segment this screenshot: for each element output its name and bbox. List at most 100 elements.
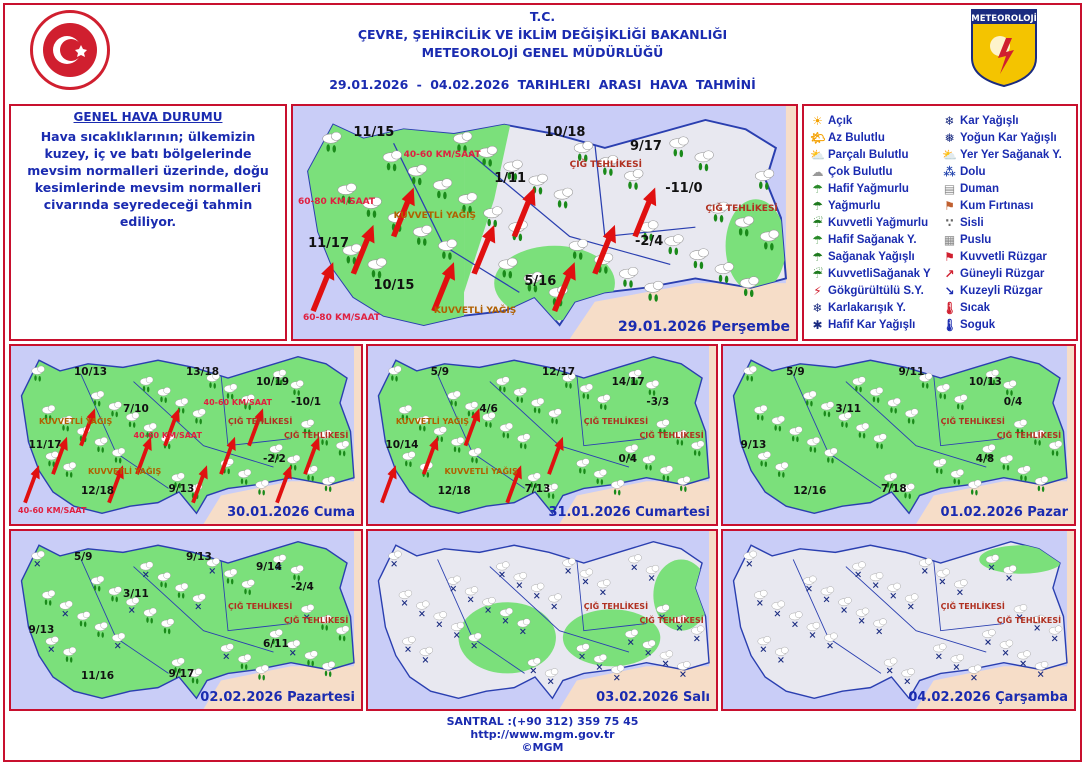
shower-icon: ☂ <box>812 249 823 264</box>
legend-item: ☀ Açık <box>810 112 938 129</box>
weather-cloud-icon <box>337 183 357 195</box>
warning-label: ÇIĞ TEHLİKESİ <box>639 431 704 441</box>
weather-cloud-icon <box>883 657 898 667</box>
legend-label: Yer Yer Sağanak Y. <box>960 148 1062 161</box>
rain-drops-icon <box>827 457 834 464</box>
rain-drops-icon <box>386 162 397 172</box>
snow-icon <box>547 678 554 685</box>
rain-drops-icon <box>659 428 666 435</box>
weather-cloud-icon <box>388 365 402 375</box>
partly-cloudy-icon: ⛅ <box>810 147 825 162</box>
snow-icon <box>631 564 638 571</box>
weather-cloud-icon <box>673 429 687 439</box>
weather-cloud-icon <box>757 451 771 461</box>
legend-label: Kum Fırtınası <box>960 199 1034 212</box>
temperature-label: -2/4 <box>635 234 664 250</box>
rain-drops-icon <box>453 446 461 453</box>
temperature-label: 9/17 <box>168 668 195 681</box>
weather-cloud-icon <box>62 646 77 656</box>
rain-drops-icon <box>643 232 653 242</box>
header-directorate: METEOROLOJİ GENEL MÜDÜRLÜĞÜ <box>421 45 664 60</box>
rain-drops-icon <box>97 446 104 453</box>
rain-drops-icon <box>487 218 497 228</box>
legend-label: KuvvetliSağanak Y <box>828 267 931 280</box>
south-wind-arrowhead <box>387 465 397 480</box>
rain-drops-icon <box>65 471 73 478</box>
rain-drops-icon <box>499 385 506 393</box>
rain-area <box>458 559 710 674</box>
rain-drops-icon <box>114 457 122 464</box>
legend-label: Sıcak <box>960 301 991 314</box>
weather-cloud-icon <box>803 390 817 400</box>
weather-cloud-icon <box>775 461 789 471</box>
header: T.C. ÇEVRE, ŞEHİRCİLİK VE İKLİM DEĞİŞİKL… <box>150 8 935 94</box>
rain-drops-icon <box>577 153 588 162</box>
neighbor-country <box>916 346 1074 524</box>
rain-drops-icon <box>307 659 314 667</box>
weather-cloud-icon <box>335 625 350 635</box>
weather-cloud-icon <box>1003 564 1017 574</box>
weather-cloud-icon <box>950 653 964 663</box>
rain-drops-icon <box>858 432 866 439</box>
footer-url[interactable]: http://www.mgm.gov.tr <box>470 728 615 741</box>
temperature-label: 11/16 <box>81 669 115 682</box>
legend-label: Sağanak Yağışlı <box>828 250 915 263</box>
warning-label: ÇIĞ TEHLİKESİ <box>996 431 1062 441</box>
snow-icon <box>209 568 216 574</box>
weather-cloud-icon <box>954 394 968 404</box>
weather-cloud-icon <box>450 436 465 446</box>
legend-label: Hafif Yağmurlu <box>828 182 909 195</box>
legend-item: ⁂ Dolu <box>942 163 1070 180</box>
weather-cloud-icon <box>206 557 220 567</box>
weather-cloud-icon <box>517 433 531 443</box>
rain-drops-icon <box>551 417 558 425</box>
snow-icon <box>855 571 861 578</box>
general-weather-title: GENEL HAVA DURUMU <box>73 110 223 124</box>
weather-cloud-icon <box>527 657 541 667</box>
weather-cloud-icon <box>775 646 789 656</box>
weather-cloud-icon <box>139 561 154 571</box>
rain-drops-icon <box>272 453 279 460</box>
neighbor-country <box>559 531 716 709</box>
weather-cloud-icon <box>464 586 479 596</box>
legend-item: ∵ Sisli <box>942 214 1070 231</box>
general-weather-text: Hava sıcaklıklarının; ülkemizin kuzey, i… <box>27 129 269 229</box>
weather-cloud-icon <box>513 387 527 397</box>
temperature-label: 0/4 <box>1003 395 1023 408</box>
turkey-land <box>377 355 710 515</box>
south-wind-arrowhead <box>429 436 439 452</box>
weather-cloud-icon <box>300 419 315 429</box>
weather-cloud-icon <box>656 604 670 614</box>
weather-cloud-icon <box>255 664 269 674</box>
south-wind-arrow <box>275 473 290 504</box>
rain-drops-icon <box>953 478 961 485</box>
weather-cloud-icon <box>611 479 625 489</box>
snow-icon <box>579 653 585 660</box>
temperature-label: -11/0 <box>665 180 703 196</box>
rain-drops-icon <box>97 631 104 638</box>
rain-drops-icon <box>160 396 167 403</box>
weather-cloud-icon <box>754 404 768 414</box>
weather-cloud-icon <box>318 429 332 439</box>
rain-drops-icon <box>437 190 447 200</box>
haze-icon: ▦ <box>943 232 956 247</box>
weather-cloud-icon <box>447 390 461 400</box>
rain-drops-icon <box>79 620 87 628</box>
snow-icon <box>520 628 526 635</box>
weather-cloud-icon <box>999 639 1014 649</box>
weather-cloud-icon <box>624 629 639 639</box>
temperature-label: 12/16 <box>793 484 827 497</box>
snow-icon <box>565 568 571 574</box>
weather-cloud-icon <box>125 597 140 606</box>
rain-drops-icon <box>457 144 467 153</box>
weather-cloud-icon <box>852 376 866 386</box>
weather-cloud-icon <box>407 164 428 177</box>
rain-drops-icon <box>321 624 328 631</box>
fog-icon: ∵ <box>945 215 954 230</box>
weather-cloud-icon <box>41 404 56 414</box>
weather-cloud-icon <box>416 600 430 610</box>
rain-drops-icon <box>645 464 652 471</box>
rain-area <box>979 545 1064 574</box>
weather-cloud-icon <box>873 433 887 443</box>
snow-icon <box>659 614 665 621</box>
